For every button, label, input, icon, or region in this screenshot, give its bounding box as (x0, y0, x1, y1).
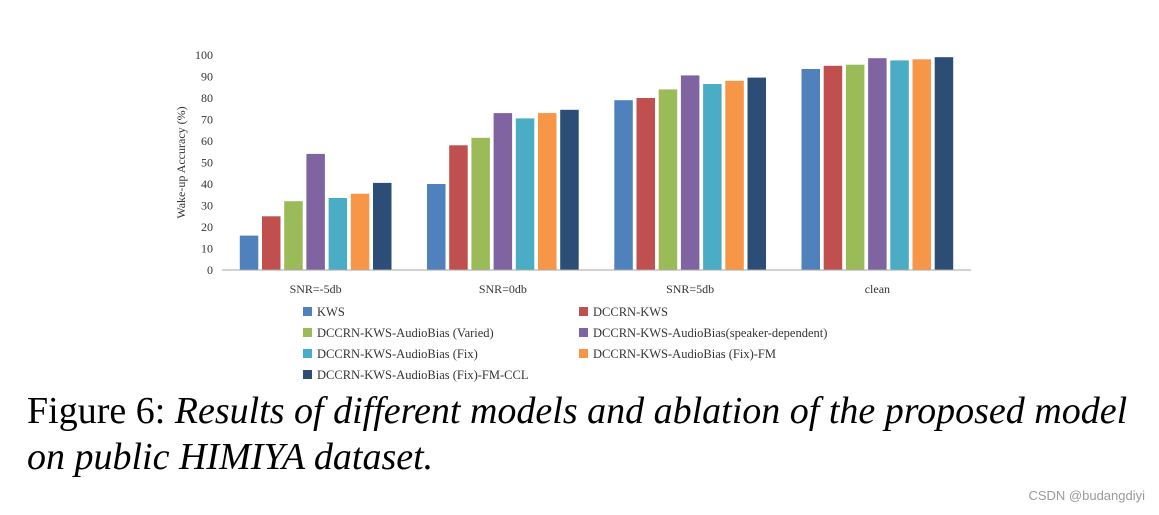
y-tick-label: 0 (207, 263, 213, 277)
y-tick-label: 40 (201, 177, 213, 191)
bar (262, 216, 281, 271)
bar (515, 118, 535, 271)
x-tick-label: SNR=0db (479, 282, 527, 296)
legend-swatch (303, 307, 312, 316)
bar (636, 98, 655, 270)
legend-swatch (579, 328, 588, 337)
bar (373, 182, 392, 270)
bar (934, 57, 954, 271)
bar (614, 100, 633, 270)
legend-label: DCCRN-KWS-AudioBias (Fix)-FM (593, 347, 776, 361)
bar (350, 193, 370, 270)
legend-label: DCCRN-KWS-AudioBias (Varied) (317, 326, 494, 340)
y-tick-label: 100 (195, 48, 213, 62)
legend-label: DCCRN-KWS (593, 305, 668, 319)
bar (912, 59, 931, 270)
bar-chart: 0 10 20 30 40 50 60 70 80 90 100 Wake-up Accuracy (… (174, 48, 971, 382)
y-tick-label: 60 (201, 134, 213, 148)
y-tick-label: 30 (201, 199, 213, 213)
y-tick-label: 90 (201, 70, 213, 84)
caption-text: Results of different models and ablation… (27, 390, 1128, 478)
bar (890, 60, 909, 271)
legend-label: KWS (317, 305, 345, 319)
bar (449, 145, 468, 270)
y-tick-label: 10 (201, 242, 213, 256)
bar (284, 201, 303, 270)
bar (239, 235, 259, 270)
legend-label: DCCRN-KWS-AudioBias (Fix) (317, 347, 478, 361)
legend-swatch (579, 307, 588, 316)
y-tick-label: 50 (201, 156, 213, 170)
legend-label: DCCRN-KWS-AudioBias (Fix)-FM-CCL (317, 368, 528, 382)
x-tick-label: SNR=5db (666, 282, 714, 296)
legend-swatch (579, 349, 588, 358)
bar (427, 184, 446, 270)
y-axis-label: Wake-up Accuracy (%) (174, 106, 188, 218)
y-tick-label: 80 (201, 91, 213, 105)
bar (471, 137, 490, 270)
y-tick-label: 70 (201, 113, 213, 127)
watermark: CSDN @budangdiyi (1028, 488, 1145, 503)
bar (538, 113, 557, 270)
caption-label: Figure 6: (27, 390, 166, 432)
bar (560, 109, 579, 270)
bar (868, 58, 887, 271)
bar (823, 65, 843, 271)
bar (658, 89, 678, 271)
legend-swatch (303, 328, 312, 337)
legend-label: DCCRN-KWS-AudioBias(speaker-dependent) (593, 326, 827, 340)
bar (747, 77, 766, 270)
bar (328, 198, 348, 270)
legend-swatch (303, 370, 312, 379)
bar (845, 64, 865, 270)
bar (680, 75, 700, 271)
x-tick-label: SNR=-5db (290, 282, 342, 296)
bar (306, 153, 325, 270)
bar (493, 113, 513, 270)
legend-swatch (303, 349, 312, 358)
y-tick-label: 20 (201, 220, 213, 234)
bar (801, 69, 820, 270)
x-tick-label: clean (865, 282, 890, 296)
bar (703, 84, 722, 270)
bar (725, 80, 744, 270)
figure-caption: Figure 6: Results of different models an… (27, 388, 1137, 480)
